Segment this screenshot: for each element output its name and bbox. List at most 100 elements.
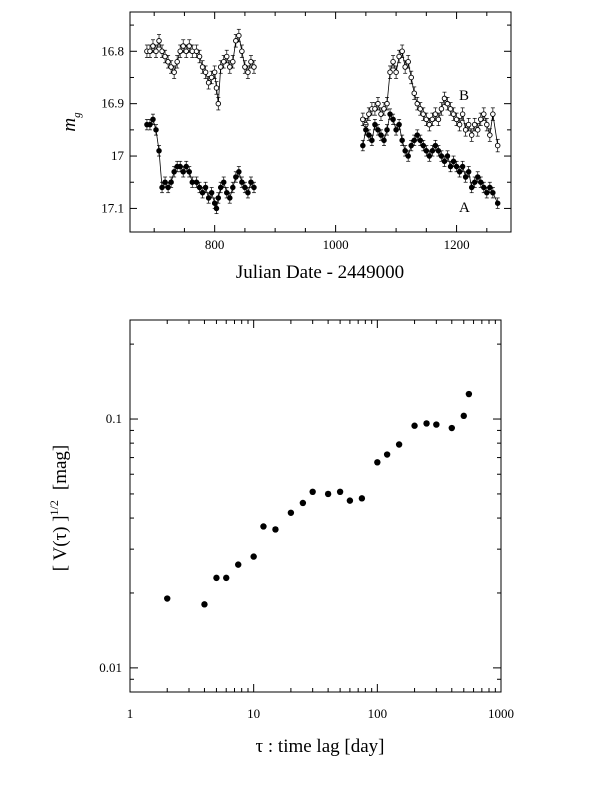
data-point [456,121,463,128]
data-point [211,69,218,75]
light-curve-panel: 800 1000 1200 16.8 16.9 17 17.1 B A Julian Dat… [59,11,512,283]
data-point [324,490,332,498]
data-point [448,424,455,432]
data-point [405,59,411,65]
structure-function-points [164,390,473,608]
data-point [468,132,475,138]
data-point [432,111,439,117]
data-point [481,111,487,117]
data-point [408,74,414,81]
data-point [233,38,239,44]
data-point [183,48,189,55]
data-point [375,100,381,107]
data-point [202,69,209,75]
series-a-points [144,108,501,215]
data-point [215,100,222,107]
data-point [147,48,153,55]
data-point [494,142,501,149]
data-point [236,32,242,39]
data-point [230,59,236,65]
data-point [405,153,411,159]
data-point [287,509,295,516]
data-point [196,53,203,60]
bottom-plot-frame [129,319,502,693]
data-point [390,116,396,123]
data-point [387,69,393,75]
data-point [245,69,251,75]
data-point [411,422,418,429]
data-point [227,195,233,201]
data-point [465,390,473,398]
data-point [251,64,257,70]
data-point [360,116,366,123]
series-line [146,34,255,104]
top-axis-ticks: 800 1000 1200 16.8 16.9 17 17.1 [101,12,511,252]
data-point [239,48,245,55]
data-point [251,184,257,191]
data-point [156,38,162,44]
data-point [396,121,402,128]
data-point [205,79,212,86]
data-point [215,195,222,201]
data-point [260,523,267,530]
data-point [208,189,215,196]
data-point [224,53,230,60]
data-point [395,441,403,448]
series-b-points [144,28,501,153]
data-point [423,420,430,427]
data-point [213,85,220,91]
data-point [399,137,405,144]
data-point [399,48,405,55]
data-point [462,127,469,133]
top-x-axis-label: Julian Date - 2449000 [236,262,404,283]
data-point [417,106,424,112]
data-point [426,121,433,128]
data-point [165,59,171,65]
data-point [384,127,390,133]
data-point [217,64,224,70]
data-point [299,499,307,507]
data-point [444,153,451,159]
data-point [435,116,442,123]
data-point [156,148,162,154]
data-point [309,488,316,496]
top-y-axis-label: mg [59,112,83,132]
data-point [159,48,165,55]
data-point [153,48,159,55]
x-tick-label: 10 [247,706,260,721]
top-y-label-sub: g [71,112,83,118]
data-point [459,111,466,117]
series-b-label: B [459,88,469,104]
data-point [236,169,242,175]
data-point [177,48,183,55]
series-line [146,118,255,209]
data-point [487,132,493,138]
data-point [414,100,421,107]
svg-text:[ V(τ) ]1/2[mag]: [ V(τ) ]1/2 [mag] [47,445,71,572]
data-point [381,137,387,144]
top-y-label-main: m [59,118,80,132]
data-point [220,179,227,185]
bottom-x-axis-label: τ : time lag [day] [256,736,385,757]
data-point [230,184,236,191]
data-point [150,43,156,49]
data-point [423,116,430,123]
data-point [223,574,230,582]
x-tick-label: 1000 [488,706,514,721]
bottom-y-axis-label: [ V(τ) ]1/2 [mag] [47,445,71,572]
data-point [272,526,279,533]
data-point [150,116,156,123]
data-point [164,595,171,602]
data-point [186,43,193,49]
data-point [220,59,227,65]
data-point [384,100,390,107]
data-point [390,59,396,65]
x-tick-label: 1 [127,706,134,721]
bottom-y-label-unit: [mag] [50,445,71,490]
data-point [168,64,174,70]
data-point [193,48,200,55]
data-point [336,488,344,496]
data-point [474,127,481,133]
data-point [444,100,451,107]
data-point [153,127,159,133]
